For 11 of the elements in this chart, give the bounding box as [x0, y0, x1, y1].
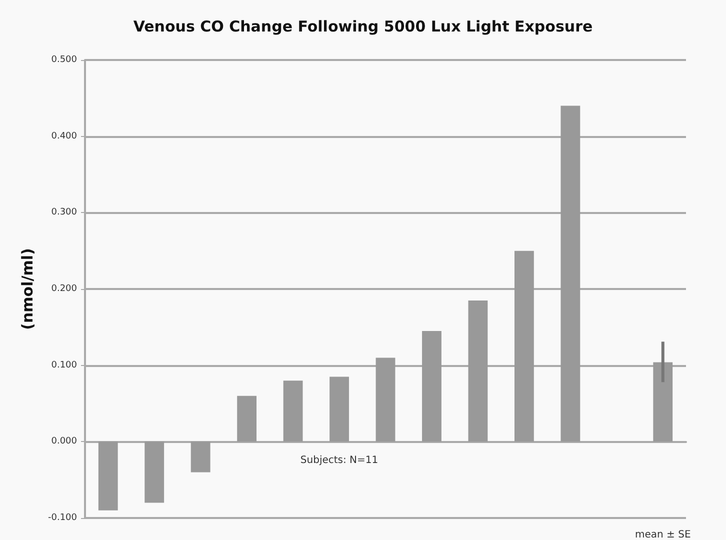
y-tick-label: 0.000: [51, 436, 78, 447]
y-tick-label: 0.500: [51, 55, 78, 65]
annotation: Subjects: N=11: [300, 455, 378, 466]
y-axis-title: (nmol/ml): [18, 248, 36, 330]
y-tick-label: 0.100: [51, 360, 78, 370]
y-tick-label: -0.100: [48, 513, 78, 523]
chart-title: Venous CO Change Following 5000 Lux Light Exposure: [133, 18, 593, 36]
y-tick-label: 0.400: [51, 131, 78, 142]
y-tick-label: 0.200: [51, 284, 78, 294]
x-tick-label: mean ± SE: [635, 530, 691, 540]
y-tick-label: 0.300: [51, 208, 78, 218]
